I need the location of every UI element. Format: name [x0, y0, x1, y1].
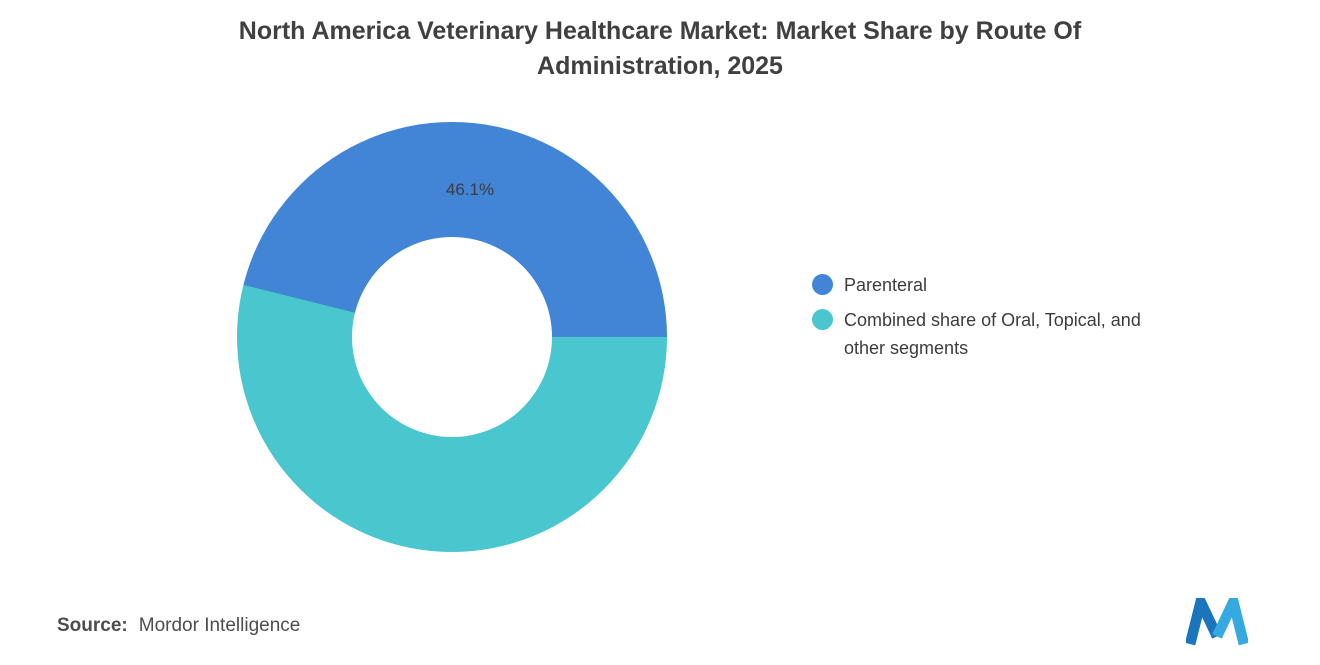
legend-label-combined: Combined share of Oral, Topical, and oth… [844, 310, 1141, 358]
source-line: Source: Mordor Intelligence [57, 615, 300, 637]
source-label: Source: [57, 615, 128, 636]
legend-dot-parenteral [812, 274, 833, 295]
donut-hole [352, 237, 552, 437]
legend-dot-combined [812, 309, 833, 330]
legend-item-combined: Combined share of Oral, Topical, and oth… [812, 306, 1159, 362]
donut-chart: 46.1% [237, 122, 667, 552]
legend: Parenteral Combined share of Oral, Topic… [812, 271, 1159, 362]
chart-title: North America Veterinary Healthcare Mark… [238, 17, 1082, 80]
mordor-intelligence-logo [1186, 598, 1248, 646]
slice-data-label: 46.1% [445, 180, 495, 199]
source-value: Mordor Intelligence [138, 615, 301, 636]
legend-label-parenteral: Parenteral [844, 275, 928, 295]
legend-item-parenteral: Parenteral [812, 271, 1159, 299]
